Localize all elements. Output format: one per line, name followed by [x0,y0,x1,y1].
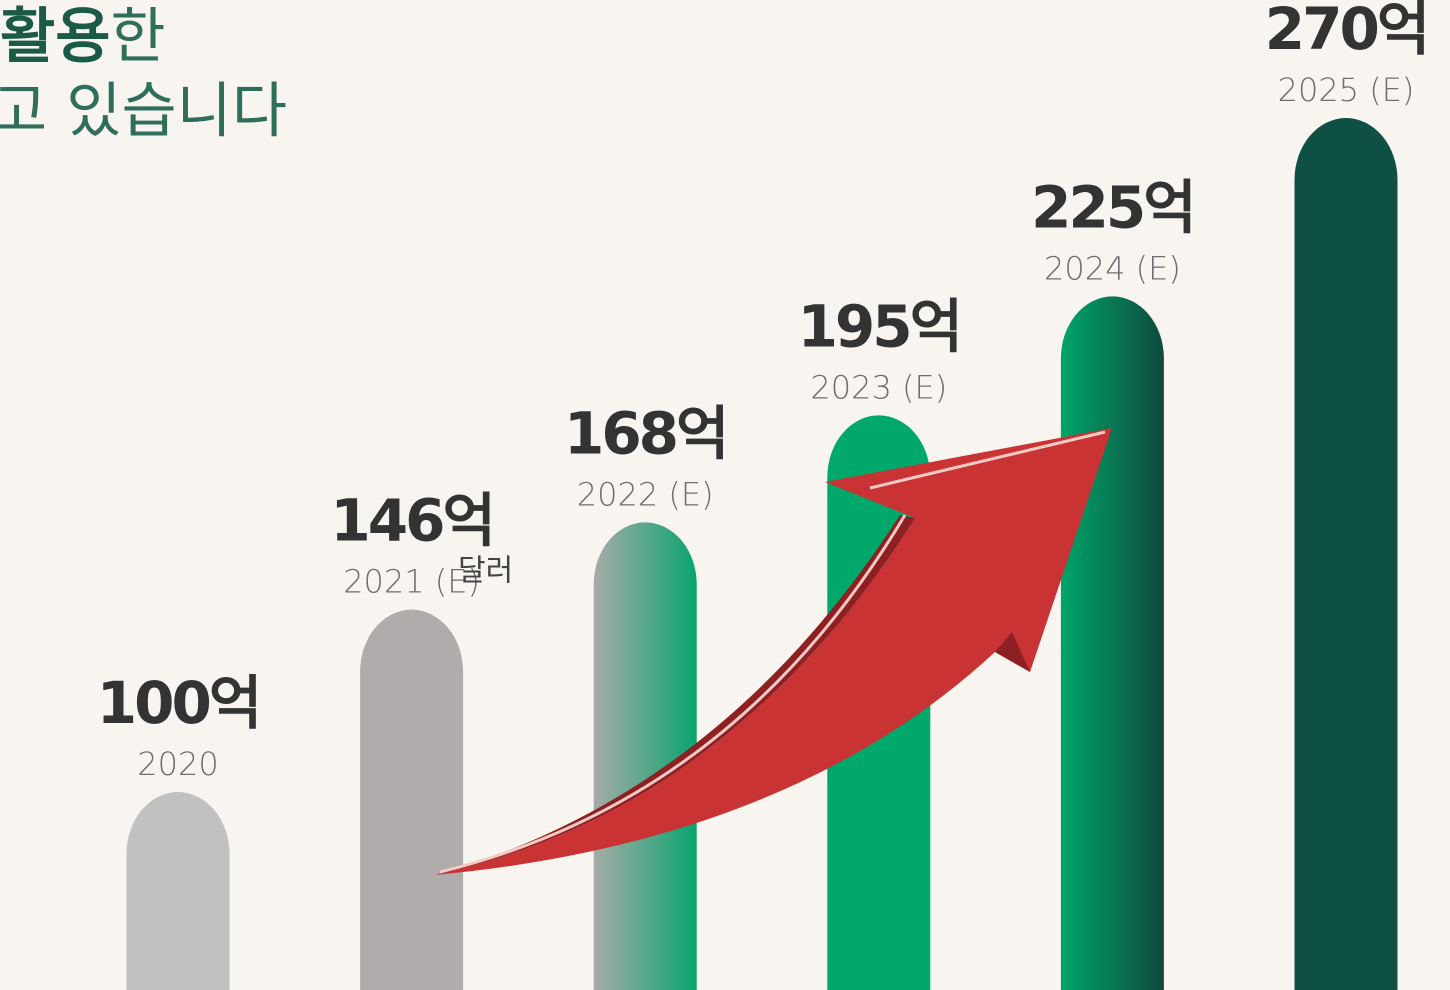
arrow [435,428,1112,875]
x-tick-label: 2024 (E) [1044,249,1181,287]
x-tick-label: 2021 (E) [343,563,480,601]
x-tick-label: 2020 [137,745,218,783]
unit-label: 달러 [458,554,513,589]
value-label: 195억 [798,292,960,360]
bar [593,522,697,990]
bar [126,791,230,990]
title-rest: 한 [110,2,165,72]
value-label: 225억 [1031,174,1193,242]
x-tick-label: 2022 (E) [577,475,714,513]
title-bold: 활용 [0,2,110,72]
arrow-highlight [439,430,1106,874]
value-label: 270억 [1265,0,1427,63]
bar [360,609,464,990]
arrow-body [435,428,1112,875]
bars [126,117,1398,990]
title-line2: 고 있습니다 [0,77,287,147]
bar [1294,117,1398,990]
value-label: 100억 [97,669,259,737]
value-label: 146억 [330,487,492,555]
x-tick-label: 2025 (E) [1278,71,1415,109]
arrow-barb-shade [995,632,1030,672]
bar [1060,296,1164,990]
value-label: 168억 [564,400,726,468]
x-tick-label: 2023 (E) [810,368,947,406]
title-line1: 활용한 [0,2,166,72]
labels: 100억 2020 146억 2021 (E) 168억 2022 (E) 195억 2023… [97,0,1430,783]
